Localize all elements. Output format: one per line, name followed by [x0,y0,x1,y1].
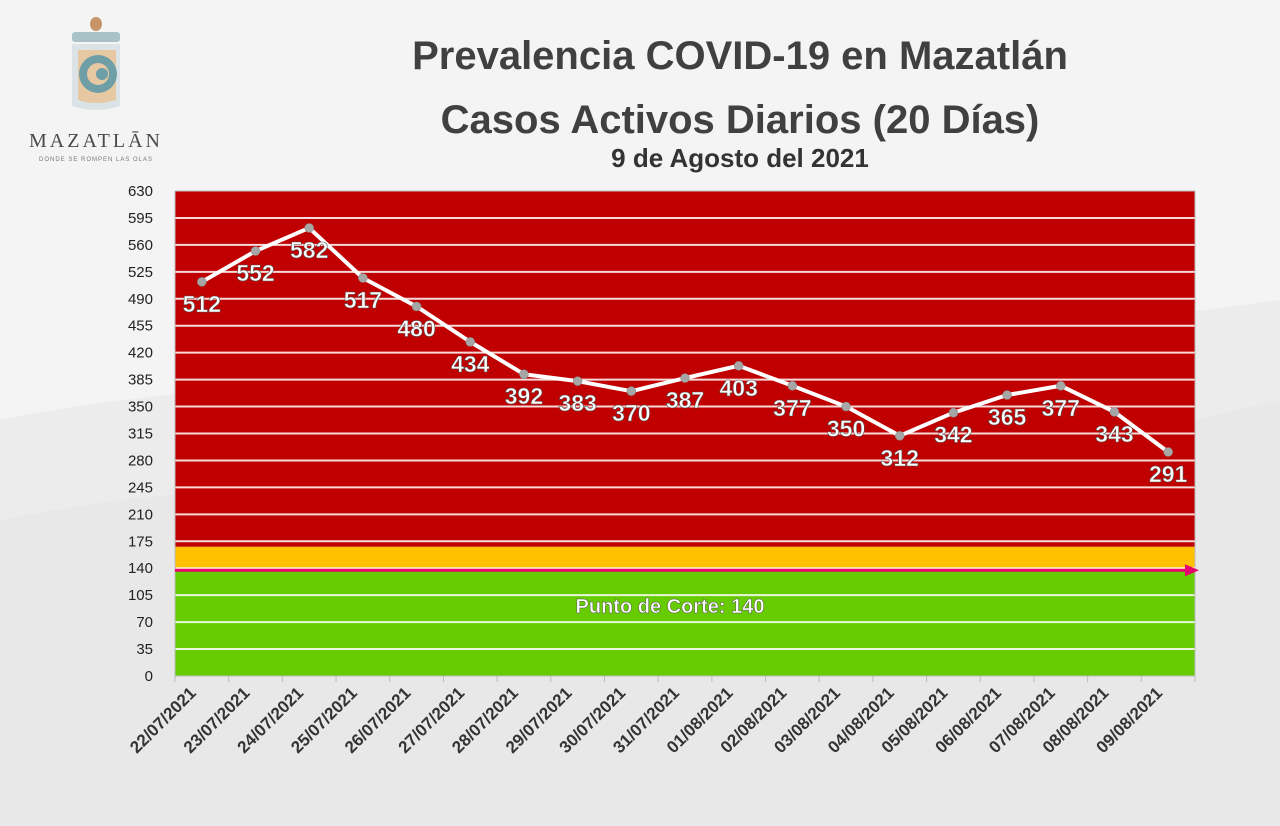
data-point [1163,447,1173,457]
data-point [1056,381,1066,391]
y-tick-label: 455 [128,318,153,335]
data-label: 512 [183,291,221,317]
data-label: 392 [505,383,543,409]
y-tick-label: 245 [128,479,153,496]
cutoff-label: Punto de Corte: 140 [576,596,765,618]
y-tick-label: 350 [128,399,153,416]
zone-band-1 [175,546,1195,571]
data-label: 403 [719,375,757,401]
y-tick-label: 315 [128,426,153,443]
y-tick-label: 280 [128,452,153,469]
data-label: 291 [1149,461,1188,487]
data-label: 582 [290,237,328,263]
y-tick-label: 420 [128,345,153,362]
chart-date: 9 de Agosto del 2021 [611,143,869,173]
data-point [197,277,207,287]
data-point [572,376,583,386]
y-tick-label: 595 [128,210,153,227]
chart-subtitle: Casos Activos Diarios (20 Días) [440,98,1040,142]
data-point [465,337,476,347]
y-tick-label: 210 [128,506,153,523]
plot-border [174,190,1196,677]
data-label: 343 [1095,421,1133,447]
y-tick-label: 140 [128,560,153,577]
data-point [787,381,798,391]
mazatlan-logo: MAZATLĀN DONDE SE ROMPEN LAS OLAS [16,14,176,174]
y-tick-label: 525 [128,264,153,281]
data-label: 312 [881,445,919,471]
data-point [948,407,959,418]
data-label: 350 [827,416,865,442]
y-tick-label: 560 [128,237,153,254]
logo-wordmark: MAZATLĀN [29,130,163,152]
data-point [358,273,368,283]
data-label: 383 [558,390,596,416]
y-tick-label: 385 [128,372,153,389]
data-point [1002,390,1012,400]
data-label: 370 [612,400,650,426]
data-point [304,223,314,233]
data-point [680,373,690,383]
data-point [626,386,637,396]
y-tick-label: 630 [128,183,153,200]
data-label: 552 [236,260,274,286]
data-point [894,431,905,441]
data-label: 480 [397,315,435,341]
logo-tagline: DONDE SE ROMPEN LAS OLAS [38,157,154,163]
y-tick-label: 0 [145,668,153,685]
y-tick-label: 35 [136,641,153,658]
data-label: 377 [1042,395,1080,421]
data-point [841,401,851,412]
y-tick-label: 105 [128,587,153,604]
data-label: 517 [344,287,382,313]
data-label: 434 [451,351,490,377]
zone-band-0 [175,570,1195,676]
data-point [250,246,261,256]
cutoff-arrow-icon [1185,564,1199,577]
data-label: 387 [666,387,704,413]
chart-title: Prevalencia COVID-19 en Mazatlán [412,34,1068,78]
y-tick-label: 175 [128,533,153,550]
y-tick-label: 490 [128,291,153,308]
data-point [1109,407,1120,417]
data-label: 365 [988,404,1027,430]
data-point [411,301,422,312]
mazatlan-emblem-icon [72,17,120,110]
y-tick-label: 70 [136,614,153,631]
data-point [733,361,744,371]
data-label: 342 [934,422,972,448]
data-label: 377 [773,395,811,421]
data-point [519,369,529,379]
